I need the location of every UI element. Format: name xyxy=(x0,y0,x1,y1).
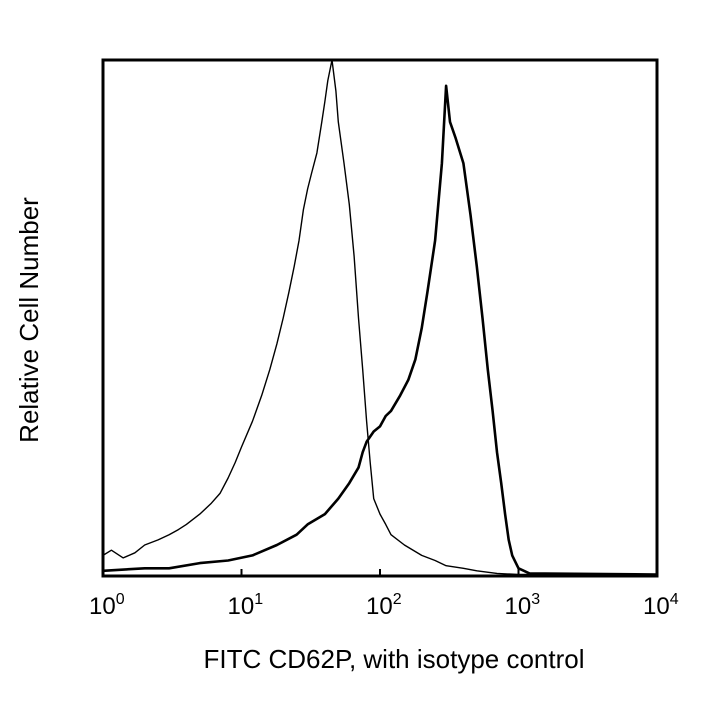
x-tick-labels: 100 101 102 103 104 xyxy=(89,591,679,620)
x-tick-label: 102 xyxy=(366,591,402,620)
x-tick-label: 101 xyxy=(228,591,264,620)
x-tick-label: 104 xyxy=(643,591,679,620)
x-tick-label: 103 xyxy=(505,591,541,620)
isotype-control-histogram-line xyxy=(102,59,657,576)
cd62p-histogram-line xyxy=(102,84,658,576)
plot-frame xyxy=(101,58,659,578)
series-layer xyxy=(102,59,658,576)
x-tick-label: 100 xyxy=(89,591,125,620)
y-axis-title: Relative Cell Number xyxy=(14,197,44,443)
x-axis-title: FITC CD62P, with isotype control xyxy=(204,644,585,674)
